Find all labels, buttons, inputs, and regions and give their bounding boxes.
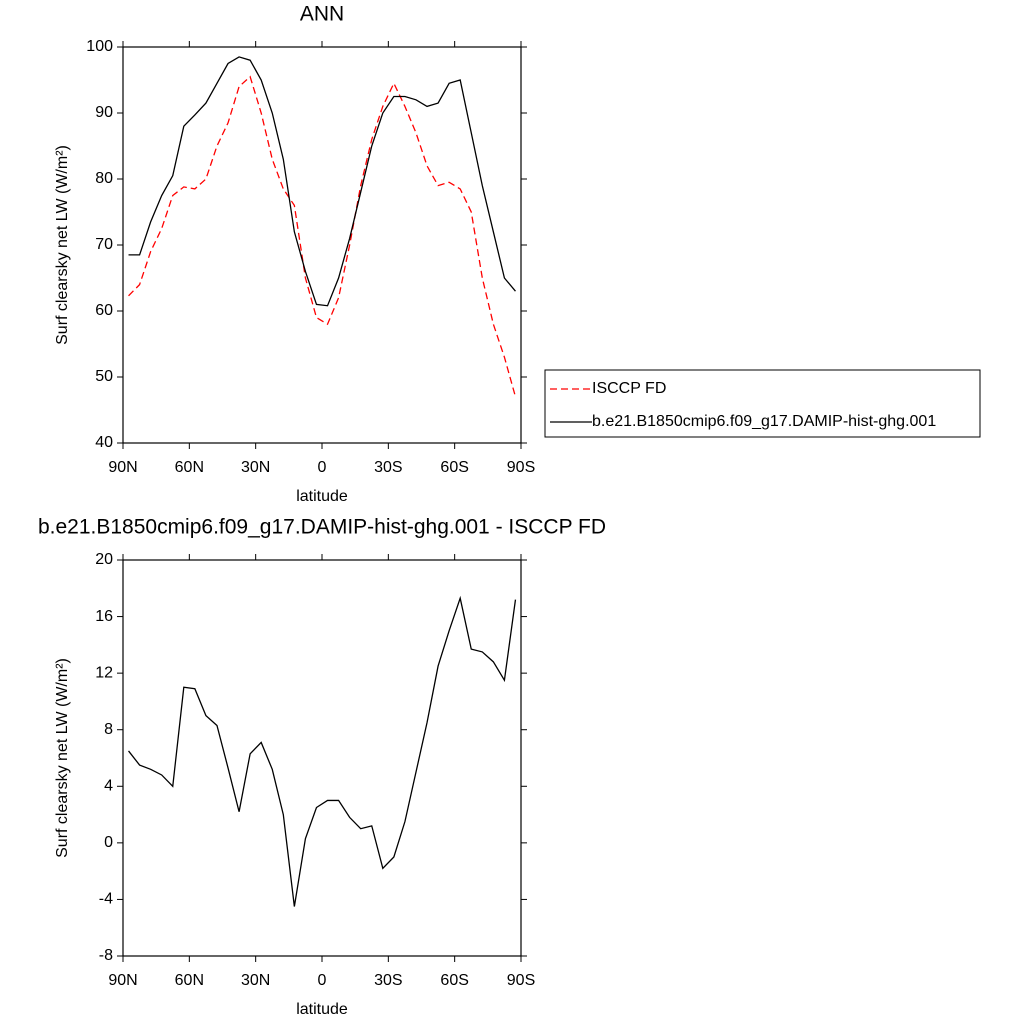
x-tick-label: 90S xyxy=(507,972,535,989)
data-line xyxy=(128,56,516,307)
y-tick-label: 100 xyxy=(86,38,113,55)
y-tick-label: -4 xyxy=(99,891,113,908)
y-tick-label: 8 xyxy=(104,721,113,738)
x-tick-label: 90S xyxy=(507,459,535,476)
legend-label: b.e21.B1850cmip6.f09_g17.DAMIP-hist-ghg.… xyxy=(592,413,936,430)
y-tick-label: 12 xyxy=(95,664,113,681)
x-tick-label: 30N xyxy=(241,972,270,989)
x-tick-label: 60N xyxy=(175,459,204,476)
x-tick-label: 60S xyxy=(440,972,468,989)
y-tick-label: 20 xyxy=(95,551,113,568)
y-tick-label: 16 xyxy=(95,608,113,625)
x-tick-label: 90N xyxy=(108,972,137,989)
y-tick-label: 70 xyxy=(95,236,113,253)
x-tick-label: 90N xyxy=(108,459,137,476)
x-tick-label: 30S xyxy=(374,459,402,476)
x-axis-label: latitude xyxy=(296,1001,348,1018)
x-tick-label: 30S xyxy=(374,972,402,989)
y-tick-label: 4 xyxy=(104,778,113,795)
plot-frame xyxy=(122,46,522,444)
chart-title: ANN xyxy=(300,3,344,26)
x-tick-label: 60N xyxy=(175,972,204,989)
y-axis-label: Surf clearsky net LW (W/m²) xyxy=(54,658,71,858)
y-tick-label: -8 xyxy=(99,947,113,964)
data-line xyxy=(128,75,517,397)
y-axis-label: Surf clearsky net LW (W/m²) xyxy=(54,145,71,345)
y-tick-label: 40 xyxy=(95,434,113,451)
y-tick-label: 80 xyxy=(95,170,113,187)
x-tick-label: 30N xyxy=(241,459,270,476)
x-tick-label: 0 xyxy=(318,972,327,989)
data-line xyxy=(128,595,517,907)
x-tick-label: 60S xyxy=(440,459,468,476)
chart-title: b.e21.B1850cmip6.f09_g17.DAMIP-hist-ghg.… xyxy=(38,516,606,539)
plot-frame xyxy=(122,559,522,957)
y-tick-label: 60 xyxy=(95,302,113,319)
y-tick-label: 0 xyxy=(104,834,113,851)
legend-label: ISCCP FD xyxy=(592,380,666,397)
x-axis-label: latitude xyxy=(296,488,348,505)
y-tick-label: 50 xyxy=(95,368,113,385)
legend-box xyxy=(544,369,981,438)
y-tick-label: 90 xyxy=(95,104,113,121)
x-tick-label: 0 xyxy=(318,459,327,476)
